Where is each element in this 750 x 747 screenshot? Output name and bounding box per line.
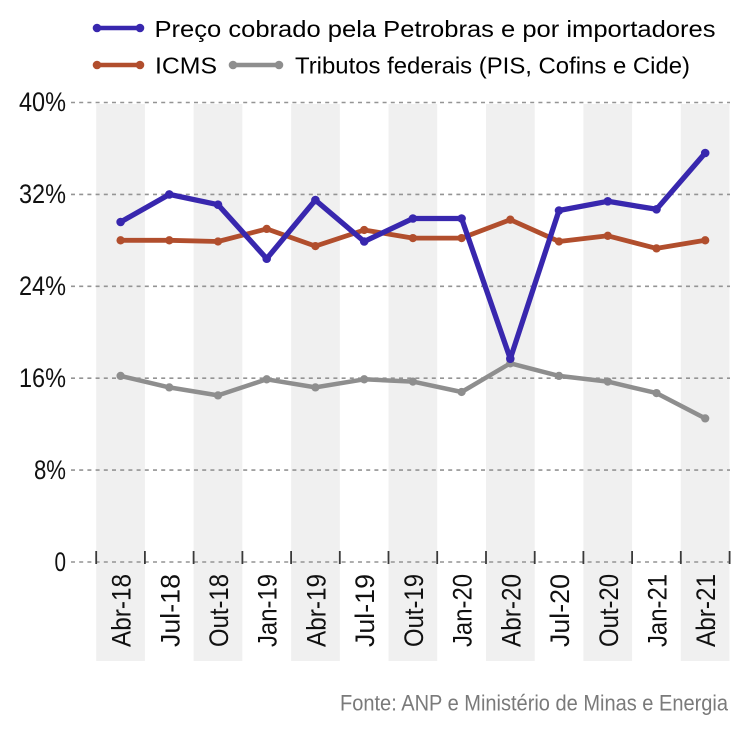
svg-text:Jan-21: Jan-21 xyxy=(643,574,673,647)
svg-text:Abr-21: Abr-21 xyxy=(691,574,721,647)
svg-text:Preço cobrado pela Petrobras e: Preço cobrado pela Petrobras e por impor… xyxy=(155,16,716,42)
svg-text:Jan-19: Jan-19 xyxy=(253,574,283,647)
svg-text:16%: 16% xyxy=(19,363,66,393)
svg-text:24%: 24% xyxy=(19,271,66,301)
svg-text:8%: 8% xyxy=(34,455,66,485)
svg-text:Abr-19: Abr-19 xyxy=(301,574,331,647)
svg-text:0: 0 xyxy=(55,547,67,577)
svg-text:32%: 32% xyxy=(19,179,66,209)
svg-text:Out-20: Out-20 xyxy=(594,574,624,647)
svg-text:Abr-18: Abr-18 xyxy=(107,574,137,647)
svg-text:ICMS: ICMS xyxy=(155,53,217,79)
svg-text:Jul-20: Jul-20 xyxy=(545,574,575,647)
svg-text:Out-18: Out-18 xyxy=(204,574,234,647)
svg-text:Jul-18: Jul-18 xyxy=(155,574,185,647)
svg-text:Out-19: Out-19 xyxy=(399,574,429,647)
svg-text:Jan-20: Jan-20 xyxy=(448,574,478,647)
svg-text:40%: 40% xyxy=(19,87,66,117)
svg-text:Jul-19: Jul-19 xyxy=(350,574,380,647)
svg-text:Fonte: ANP e Ministério de Min: Fonte: ANP e Ministério de Minas e Energ… xyxy=(340,691,728,716)
svg-text:Abr-20: Abr-20 xyxy=(496,574,526,647)
svg-text:Tributos federais (PIS, Cofins: Tributos federais (PIS, Cofins e Cide) xyxy=(295,53,690,79)
